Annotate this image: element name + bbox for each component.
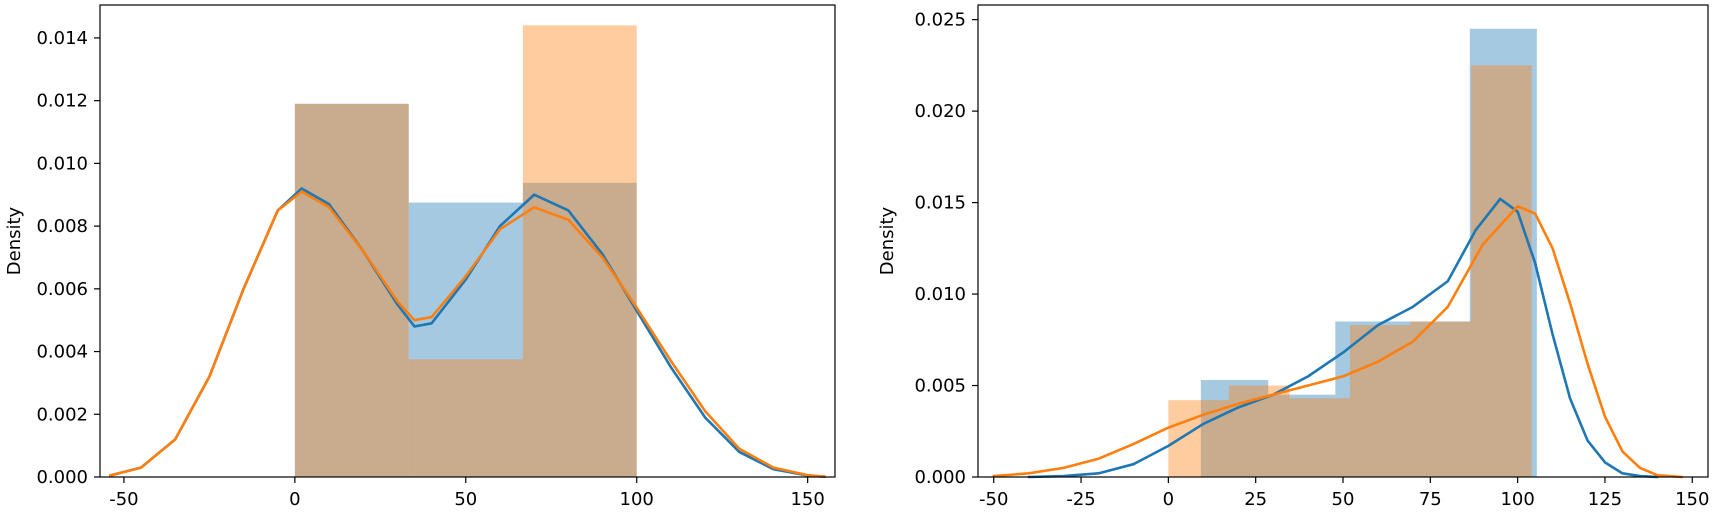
y-tick-label: 0.005	[914, 376, 966, 397]
x-tick-label: 150	[790, 489, 824, 510]
y-tick-label: 0.004	[36, 342, 88, 363]
hist-bar-series-1-1	[408, 359, 523, 477]
hist-bar-series-1-4	[1410, 321, 1472, 477]
y-tick-label: 0.000	[914, 467, 966, 488]
x-tick-label: 25	[1244, 489, 1267, 510]
y-axis-label: Density	[877, 206, 898, 275]
hist-bar-series-1-3	[1349, 325, 1411, 477]
y-tick-label: 0.010	[36, 153, 88, 174]
axes-frame	[99, 4, 836, 478]
hist-bar-series-1-0	[294, 103, 409, 477]
x-tick-label: 0	[289, 489, 300, 510]
hist-bar-series-0-1	[408, 202, 523, 477]
x-tick-label: 50	[1332, 489, 1355, 510]
y-tick-label: 0.010	[914, 284, 966, 305]
hist-bar-series-0-1	[1268, 394, 1336, 477]
y-tick-label: 0.025	[914, 10, 966, 31]
y-tick-label: 0.000	[36, 467, 88, 488]
left-density-chart: -50 0 50 100 150 0.000 0.002 0.004 0.006 0.008 0.0…	[4, 4, 836, 510]
y-tick-label: 0.006	[36, 279, 88, 300]
y-tick-label: 0.020	[914, 101, 966, 122]
hist-bar-series-1-2	[522, 25, 637, 477]
y-tick-label: 0.012	[36, 91, 88, 112]
hist-bar-series-0-0	[1200, 380, 1269, 477]
y-axis-label: Density	[4, 206, 25, 275]
x-tick-label: 50	[454, 489, 477, 510]
kde-line-series-0	[1027, 197, 1659, 479]
hist-bar-series-0-2	[1335, 321, 1403, 477]
x-tick-label: -50	[979, 489, 1008, 510]
x-tick-label: -50	[109, 489, 138, 510]
hist-bar-series-1-2	[1289, 398, 1350, 477]
x-tick-label: 100	[1500, 489, 1534, 510]
y-tick-label: 0.008	[36, 216, 88, 237]
x-tick-label: 100	[620, 489, 654, 510]
y-tick-label: 0.002	[36, 404, 88, 425]
kde-line-series-1	[108, 190, 827, 478]
hist-bar-series-0-4	[1469, 28, 1537, 478]
hist-bar-series-1-5	[1471, 65, 1532, 478]
y-tick-label: 0.014	[36, 28, 88, 49]
hist-bar-series-1-0	[1168, 400, 1229, 477]
x-tick-label: -25	[1066, 489, 1095, 510]
kde-line-series-1	[992, 204, 1684, 479]
x-tick-label: 150	[1675, 489, 1709, 510]
right-density-chart: -50 -25 0 25 50 75 100 125 150 0.000 0.005 0.010 0.0…	[877, 4, 1709, 510]
x-tick-label: 125	[1588, 489, 1622, 510]
x-tick-label: 75	[1419, 489, 1442, 510]
y-tick-label: 0.015	[914, 193, 966, 214]
x-tick-label: 0	[1163, 489, 1174, 510]
hist-bar-series-0-3	[1402, 321, 1470, 477]
